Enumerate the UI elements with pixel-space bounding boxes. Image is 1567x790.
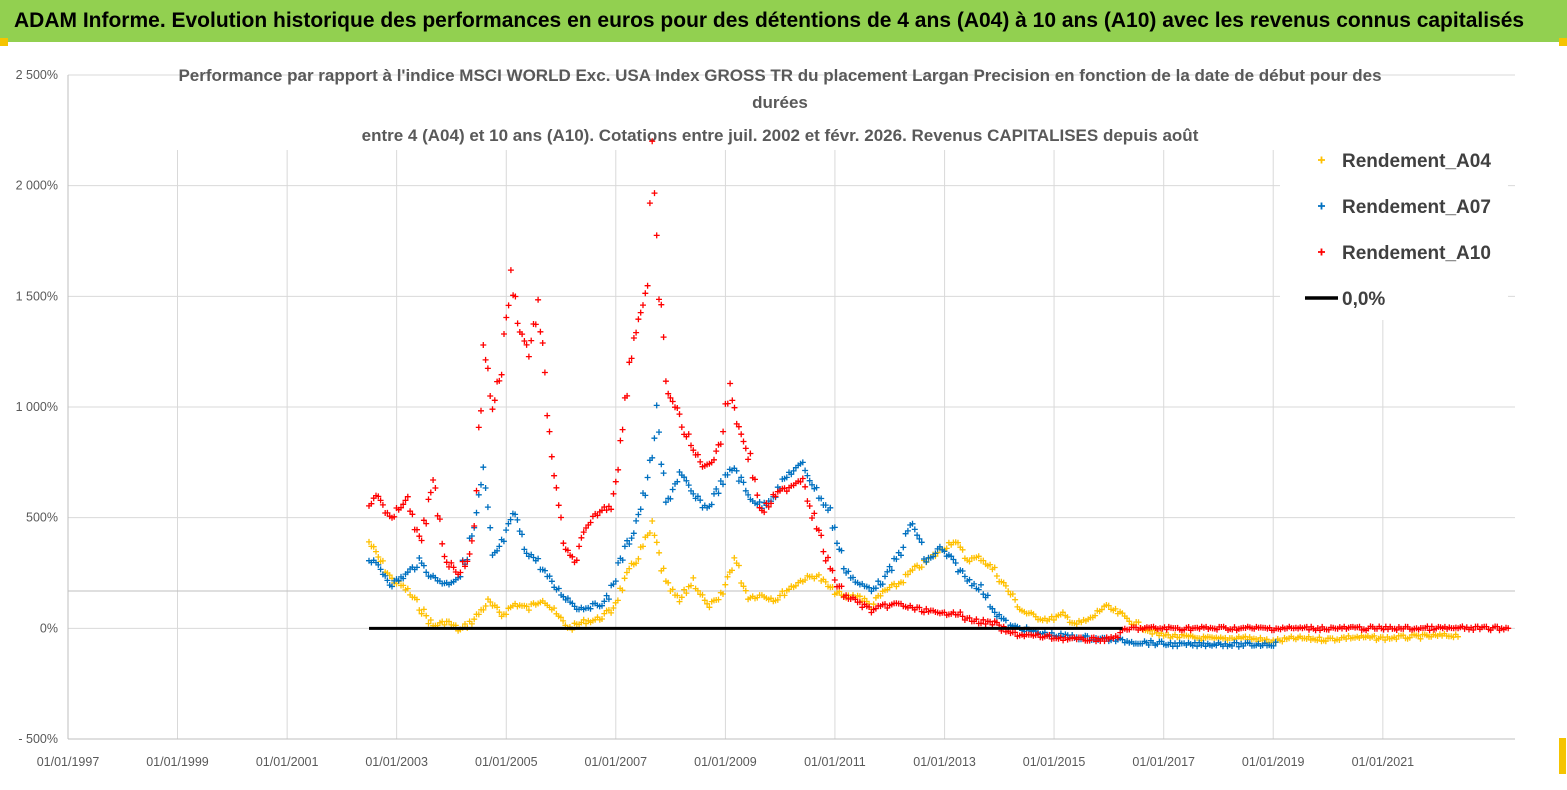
x-tick-label: 01/01/2005 [475, 755, 538, 769]
x-tick-label: 01/01/1999 [146, 755, 209, 769]
y-tick-label: 0% [40, 621, 58, 635]
legend-label: Rendement_A07 [1342, 197, 1491, 218]
x-tick-label: 01/01/2001 [256, 755, 319, 769]
y-tick-label: - 500% [18, 732, 58, 746]
x-tick-label: 01/01/2017 [1132, 755, 1195, 769]
chart-series [366, 138, 1512, 650]
legend-box [1280, 142, 1508, 320]
x-tick-label: 01/01/2009 [694, 755, 757, 769]
banner-corner-right [1559, 38, 1567, 46]
legend-label: 0,0% [1342, 289, 1385, 310]
legend-swatch [1318, 202, 1325, 210]
chart-legend: Rendement_A04 Rendement_A07 Rendement_A10 0… [1280, 142, 1508, 320]
chart-title-line: durées [752, 93, 808, 112]
x-tick-label: 01/01/2003 [365, 755, 428, 769]
performance-scatter-chart: 01/01/1997 01/01/1999 01/01/2001 01/01/2003… [16, 66, 1515, 769]
legend-swatch [1318, 248, 1325, 256]
x-tick-label: 01/01/2011 [804, 755, 866, 769]
chart-title: Performance par rapport à l'indice MSCI … [178, 66, 1381, 145]
x-tick-label: 01/01/2007 [584, 755, 647, 769]
x-tick-label: 01/01/2013 [913, 755, 976, 769]
chart-gridlines [67, 74, 1515, 740]
series-markers [366, 138, 1512, 645]
series-markers [366, 518, 1461, 646]
series-Rendement_A07 [366, 402, 1279, 650]
legend-swatch [1318, 156, 1325, 164]
y-tick-label: 2 500% [16, 68, 58, 82]
report-banner: ADAM Informe. Evolution historique des p… [0, 0, 1567, 42]
frame-corner-bottom-right [1559, 738, 1566, 774]
y-tick-label: 2 000% [16, 179, 58, 193]
x-tick-label: 01/01/2015 [1023, 755, 1086, 769]
series-Rendement_A10 [366, 138, 1512, 645]
x-tick-label: 01/01/2021 [1352, 755, 1415, 769]
legend-label: Rendement_A04 [1342, 151, 1491, 172]
x-tick-label: 01/01/1997 [37, 755, 100, 769]
y-tick-label: 1 500% [16, 289, 58, 303]
y-tick-label: 1 000% [16, 400, 58, 414]
banner-corner-left [0, 38, 8, 46]
series-markers [366, 402, 1279, 650]
x-tick-label: 01/01/2019 [1242, 755, 1305, 769]
report-banner-text: ADAM Informe. Evolution historique des p… [14, 9, 1525, 32]
chart-title-line: Performance par rapport à l'indice MSCI … [178, 66, 1381, 85]
chart-title-line: entre 4 (A04) et 10 ans (A10). Cotations… [362, 126, 1199, 145]
chart-axes: 01/01/1997 01/01/1999 01/01/2001 01/01/2003… [16, 68, 1515, 769]
y-tick-label: 500% [26, 511, 58, 525]
legend-label: Rendement_A10 [1342, 243, 1491, 264]
series-Rendement_A04 [366, 518, 1461, 646]
